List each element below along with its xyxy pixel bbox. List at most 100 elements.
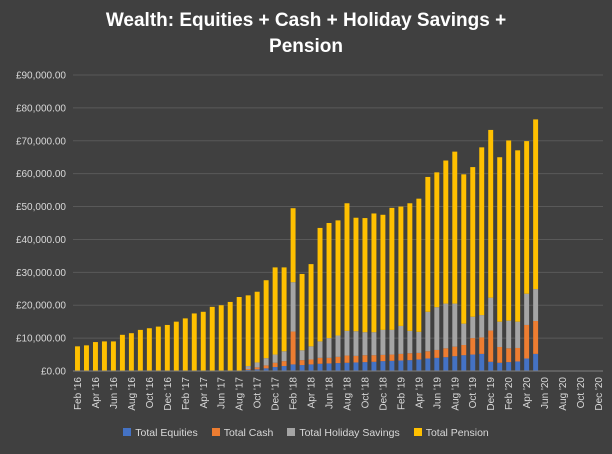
legend-label: Total Holiday Savings (299, 427, 400, 439)
bar-total-pension (524, 141, 530, 294)
bar-total-pension (299, 273, 305, 351)
bar-total-cash (497, 346, 503, 363)
bar-total-pension (308, 264, 314, 347)
bar-total-cash (317, 357, 323, 364)
x-tick-label: Feb '16 (73, 377, 84, 410)
bar-total-equities (488, 361, 494, 371)
bar-total-holiday-savings (506, 320, 512, 349)
bar-total-pension (515, 150, 521, 322)
bar-total-holiday-savings (425, 311, 431, 352)
bar-total-cash (362, 355, 368, 363)
x-tick-label: Dec '17 (271, 377, 282, 411)
bar-total-holiday-savings (308, 346, 314, 360)
bar-total-equities (353, 362, 359, 371)
bar-total-pension (362, 218, 368, 333)
bar-total-equities (434, 357, 440, 371)
bar-total-pension (344, 203, 350, 331)
x-tick-label: Apr '18 (307, 377, 318, 409)
bar-total-holiday-savings (533, 289, 539, 322)
bar-total-pension (488, 129, 494, 298)
bar-total-holiday-savings (335, 335, 341, 357)
bar-total-holiday-savings (380, 329, 386, 355)
bar-total-holiday-savings (245, 366, 251, 370)
bar-total-pension (443, 160, 449, 304)
bar-total-pension (326, 223, 332, 339)
legend-item: Total Pension (413, 427, 489, 439)
bar-total-holiday-savings (416, 331, 422, 353)
bar-total-pension (353, 217, 359, 332)
bar-total-equities (425, 358, 431, 371)
bar-total-equities (290, 364, 296, 371)
x-tick-label: Apr '16 (91, 377, 102, 409)
legend-swatch (123, 428, 132, 436)
bar-total-equities (335, 363, 341, 371)
bar-total-cash (461, 345, 467, 356)
bar-total-holiday-savings (389, 329, 395, 355)
bar-total-cash (326, 357, 332, 364)
bar-total-pension (263, 280, 269, 359)
bar-total-pension (371, 213, 377, 333)
bar-total-cash (335, 356, 341, 364)
x-tick-label: Feb '18 (289, 377, 300, 410)
x-tick-label: Jun '18 (325, 377, 336, 409)
bar-total-equities (344, 362, 350, 371)
x-tick-label: Apr '19 (414, 377, 425, 409)
bar-total-equities (281, 366, 287, 371)
x-tick-label: Aug '17 (235, 377, 246, 411)
bar-total-pension (389, 207, 395, 330)
legend-swatch (287, 428, 296, 436)
bar-total-pension (470, 167, 476, 317)
bar-total-holiday-savings (344, 330, 350, 356)
bar-total-pension (434, 172, 440, 308)
bar-total-holiday-savings (371, 332, 377, 356)
bar-total-pension (128, 333, 134, 371)
y-tick-label: £10,000.00 (16, 334, 66, 345)
y-tick-label: £0.00 (41, 367, 66, 378)
bar-total-equities (524, 358, 530, 371)
bar-total-cash (515, 347, 521, 362)
bar-total-holiday-savings (461, 323, 467, 346)
x-tick-label: Oct '19 (468, 377, 479, 409)
bar-total-holiday-savings (434, 307, 440, 350)
bar-total-equities (443, 357, 449, 371)
chart-title: Wealth: Equities + Cash + Holiday Saving… (0, 8, 612, 60)
bar-total-pension (317, 227, 323, 342)
bar-total-pension (110, 341, 116, 371)
bar-total-holiday-savings (452, 303, 458, 347)
bar-total-cash (470, 338, 476, 355)
y-tick-label: £70,000.00 (16, 136, 66, 147)
bar-total-pension (479, 147, 485, 316)
bar-total-holiday-savings (497, 321, 503, 347)
bar-total-equities (479, 353, 485, 371)
legend-label: Total Pension (425, 427, 489, 439)
bar-total-pension (92, 342, 98, 371)
bar-total-pension (506, 140, 512, 321)
bar-total-equities (272, 367, 278, 371)
bar-total-cash (398, 353, 404, 361)
bar-total-equities (326, 363, 332, 371)
x-tick-label: Apr '20 (522, 377, 533, 409)
bar-total-holiday-savings (254, 362, 260, 368)
bar-total-cash (434, 349, 440, 358)
bar-total-equities (452, 356, 458, 371)
legend-label: Total Equities (135, 427, 198, 439)
bar-total-holiday-savings (515, 321, 521, 348)
y-tick-label: £20,000.00 (16, 301, 66, 312)
x-tick-label: Dec '19 (486, 377, 497, 411)
bar-total-cash (353, 355, 359, 363)
bar-total-equities (317, 363, 323, 371)
bar-total-cash (524, 324, 530, 359)
bar-total-holiday-savings (326, 338, 332, 358)
bar-total-cash (443, 348, 449, 358)
bar-total-pension (236, 297, 242, 371)
bar-total-equities (515, 361, 521, 371)
bar-total-equities (389, 360, 395, 371)
bar-total-equities (461, 355, 467, 371)
chart-title-line2: Pension (269, 36, 343, 57)
bar-total-cash (452, 346, 458, 357)
y-tick-label: £30,000.00 (16, 268, 66, 279)
bar-total-equities (299, 365, 305, 371)
bar-total-cash (299, 360, 305, 366)
bar-total-cash (479, 337, 485, 354)
